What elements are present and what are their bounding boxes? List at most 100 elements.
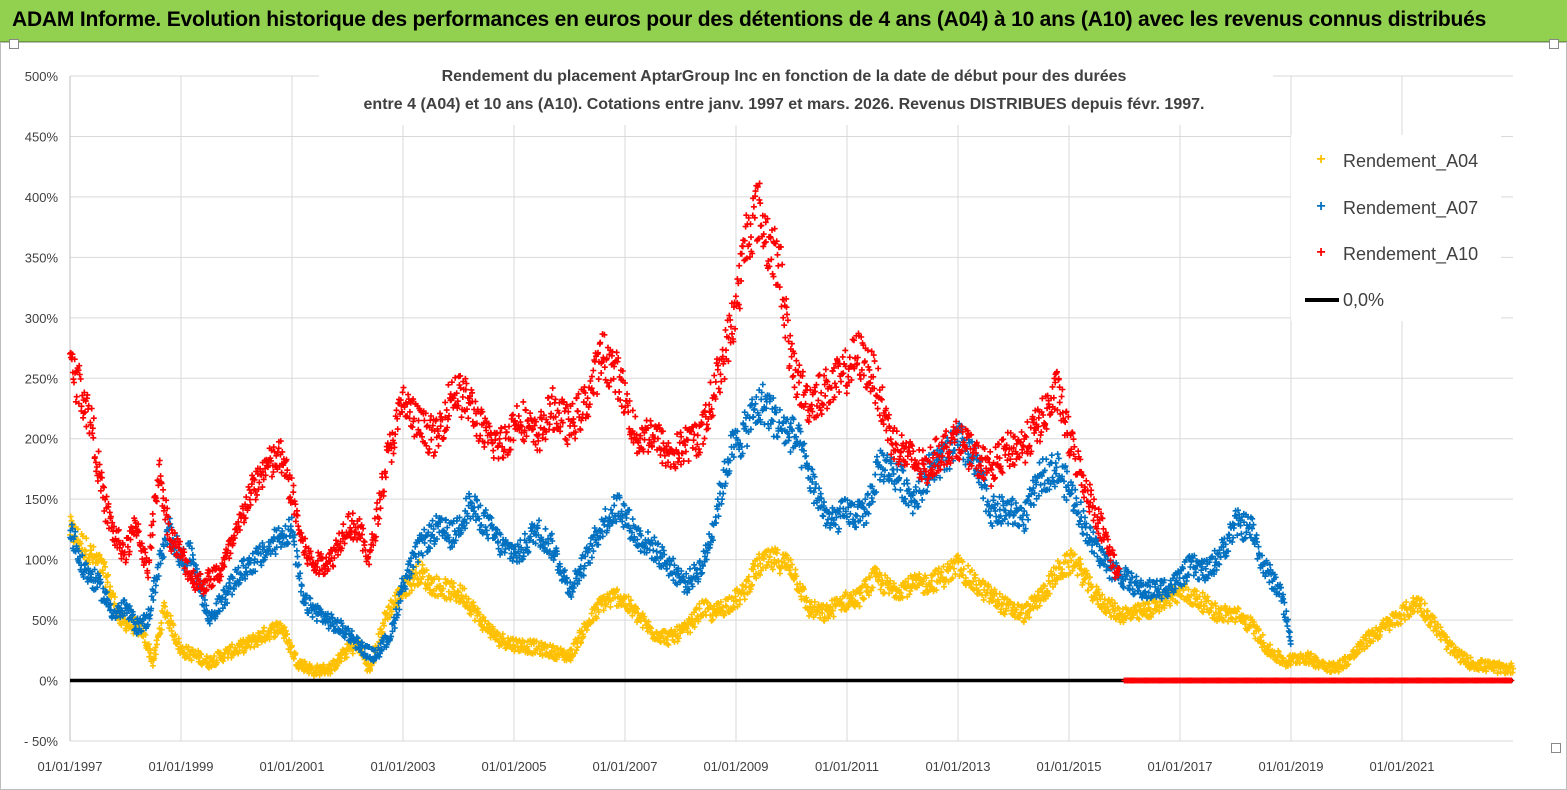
point-a04 (188, 657, 195, 664)
point-a04 (142, 632, 149, 638)
point-a04 (328, 667, 335, 674)
y-tick-label: 450% (25, 129, 59, 144)
point-a04 (334, 662, 341, 669)
y-tick-label: 250% (25, 371, 59, 386)
point-a04 (428, 580, 435, 587)
point-a04 (457, 582, 464, 589)
point-a04 (447, 596, 454, 603)
point-a04 (440, 585, 447, 592)
x-tick-label: 01/01/2005 (481, 759, 546, 774)
point-a04 (235, 650, 242, 657)
point-a04 (419, 561, 426, 568)
x-tick-label: 01/01/2003 (370, 759, 435, 774)
point-a04 (301, 658, 308, 665)
point-a04 (392, 592, 399, 599)
x-tick-label: 01/01/2019 (1258, 759, 1323, 774)
y-tick-label: 50% (32, 613, 58, 628)
point-a04 (256, 630, 263, 637)
point-a04 (123, 627, 130, 634)
point-a04 (145, 641, 152, 648)
point-a04 (338, 658, 344, 665)
point-a04 (281, 624, 288, 631)
point-a04 (419, 573, 426, 580)
x-tick-label: 01/01/2021 (1369, 759, 1434, 774)
point-a04 (158, 619, 165, 626)
point-a04 (254, 641, 261, 648)
point-a04 (379, 628, 386, 635)
point-a04 (214, 659, 220, 666)
point-a04 (152, 644, 159, 651)
point-a04 (211, 653, 218, 659)
x-tick-label: 01/01/2015 (1036, 759, 1101, 774)
point-a04 (198, 651, 205, 658)
point-a04 (313, 671, 320, 678)
point-a04 (412, 569, 419, 576)
x-tick-label: 01/01/1997 (37, 759, 102, 774)
point-a04 (278, 622, 285, 629)
header-banner: ADAM Informe. Evolution historique des p… (0, 0, 1567, 42)
point-a04 (286, 639, 293, 646)
x-tick-label: 01/01/2001 (259, 759, 324, 774)
point-a04 (167, 612, 174, 619)
point-a04 (77, 540, 84, 547)
point-a04 (467, 611, 474, 618)
point-a04 (161, 603, 168, 610)
scatter-chart[interactable]: - 50%0%50%100%150%200%250%300%350%400%45… (1, 43, 1566, 789)
chart-area[interactable]: - 50% 0% 50% 100% 150% 200% 250% 300% 350% 400% 45… (0, 39, 1567, 790)
x-tick-label: 01/01/2013 (925, 759, 990, 774)
point-a04 (100, 570, 106, 577)
point-a04 (176, 639, 182, 646)
point-a04 (450, 580, 457, 587)
point-a04 (154, 641, 160, 648)
point-a04 (90, 543, 97, 550)
point-a04 (282, 627, 289, 634)
point-a04 (96, 551, 103, 558)
point-a04 (104, 579, 111, 586)
point-a04 (388, 608, 395, 615)
x-axis-ticks: 01/01/1997 01/01/1999 01/01/2001 01/01/2003… (37, 759, 1434, 774)
point-a04 (403, 591, 410, 598)
point-a04 (461, 585, 468, 592)
point-a04 (197, 650, 204, 657)
point-a04 (147, 649, 154, 656)
point-a04 (271, 634, 278, 641)
point-a04 (149, 662, 156, 669)
point-a04 (172, 631, 179, 638)
point-a04 (449, 583, 456, 590)
page-title: ADAM Informe. Evolution historique des p… (12, 8, 1487, 31)
point-a04 (157, 630, 164, 637)
point-a04 (86, 557, 93, 563)
point-a04 (83, 535, 90, 542)
point-a04 (111, 594, 118, 600)
y-tick-label: 200% (25, 432, 59, 447)
point-a04 (67, 513, 74, 520)
point-a04 (118, 621, 125, 628)
x-tick-label: 01/01/2011 (815, 759, 879, 774)
point-a04 (381, 622, 387, 629)
point-a04 (274, 624, 281, 631)
point-a04 (239, 643, 246, 650)
point-a04 (82, 548, 89, 555)
point-a04 (164, 609, 171, 616)
point-a04 (266, 636, 273, 643)
point-a04 (327, 670, 334, 677)
point-a04 (79, 533, 86, 540)
point-a04 (343, 654, 350, 661)
y-tick-label: 100% (25, 553, 59, 568)
point-a04 (158, 626, 165, 633)
chart-points (67, 180, 1517, 679)
point-a04 (181, 649, 188, 656)
point-a04 (429, 591, 435, 598)
point-a04 (289, 642, 295, 649)
y-tick-label: 400% (25, 190, 59, 205)
point-a04 (152, 651, 159, 658)
point-a04 (251, 643, 258, 650)
y-tick-label: 350% (25, 250, 59, 265)
y-tick-label: 150% (25, 492, 59, 507)
point-a04 (151, 655, 158, 662)
point-a04 (320, 661, 327, 668)
x-tick-label: 01/01/2007 (592, 759, 657, 774)
point-a04 (229, 641, 235, 648)
point-a04 (423, 567, 430, 574)
x-tick-label: 01/01/2017 (1147, 759, 1212, 774)
